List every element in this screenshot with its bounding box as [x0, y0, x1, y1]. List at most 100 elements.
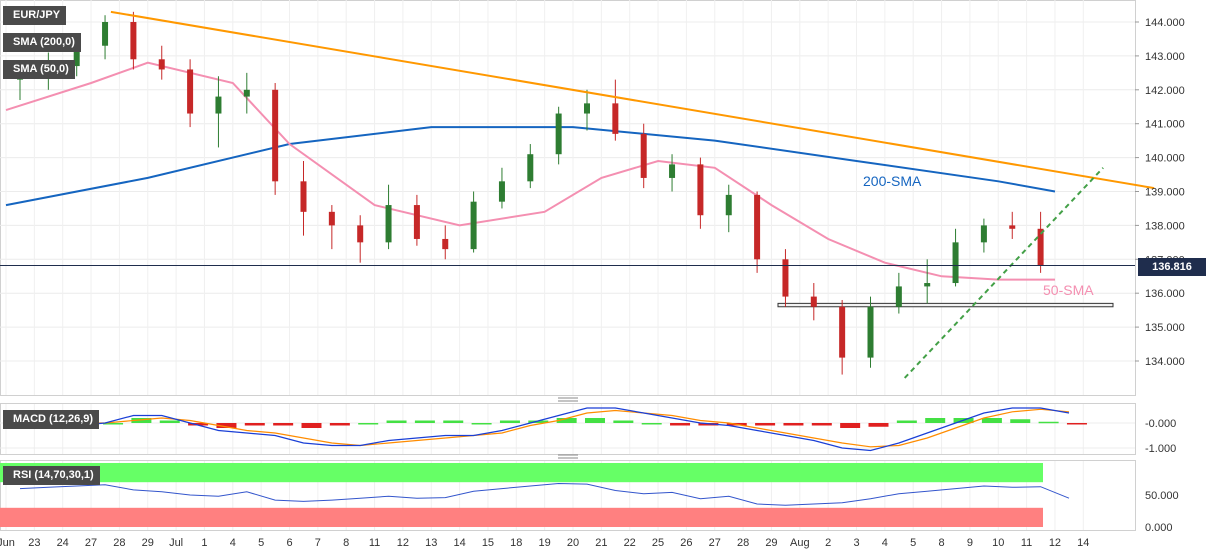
candle-body — [102, 22, 109, 46]
sma50-line — [5, 61, 1055, 281]
time-tick-label: 4 — [230, 537, 236, 549]
price-tick-label: 139.000 — [1145, 187, 1185, 199]
macd-line — [20, 407, 1070, 452]
macd-histogram-bar — [585, 418, 605, 423]
price-tick-label: 134.000 — [1145, 356, 1185, 368]
price-tick-label: 141.000 — [1145, 119, 1185, 131]
symbol-label: EUR/JPY — [3, 6, 67, 25]
macd-histogram-bar — [670, 423, 691, 426]
resistance-trendline — [110, 10, 1155, 190]
time-tick-label: 6 — [286, 537, 292, 549]
macd-histogram-bar — [414, 420, 435, 423]
candle-body — [754, 194, 761, 260]
macd-histogram-bar — [358, 423, 379, 425]
current-price-badge: 136.816 — [1138, 258, 1206, 276]
time-tick-label: 12 — [397, 537, 409, 549]
time-tick-label: 11 — [1021, 537, 1032, 549]
candle-body — [725, 194, 732, 216]
macd-histogram-bar — [840, 423, 861, 428]
time-tick-label: 22 — [624, 537, 636, 549]
macd-histogram-bar — [755, 423, 776, 426]
candle-body — [697, 164, 704, 216]
time-tick-label: 19 — [539, 537, 551, 549]
time-tick-label: 3 — [853, 537, 859, 549]
candle-body — [1009, 225, 1016, 229]
macd-histogram-bar — [1066, 423, 1087, 425]
candle-body — [243, 89, 250, 97]
candle-body — [924, 283, 931, 287]
price-tick-label: 142.000 — [1145, 85, 1185, 97]
sma50-annotation: 50-SMA — [1043, 282, 1094, 298]
rsi-line — [19, 482, 1070, 506]
time-tick-label: 29 — [142, 537, 154, 549]
rsi-overbought-zone — [0, 463, 1043, 483]
price-pane: 200-SMA 50-SMA — [0, 10, 1155, 379]
time-tick-label: 5 — [258, 537, 264, 549]
macd-histogram-bar — [329, 423, 350, 426]
price-tick-label: 135.000 — [1145, 322, 1185, 334]
axes: 134.000135.000136.000137.000138.000139.0… — [0, 17, 1185, 549]
time-tick-label: 7 — [315, 537, 321, 549]
price-tick-label: 140.000 — [1145, 153, 1185, 165]
price-tick-label: 144.000 — [1145, 17, 1185, 29]
candle-body — [187, 69, 194, 114]
time-tick-label: 24 — [57, 537, 69, 549]
macd-histogram-bar — [244, 423, 265, 426]
time-tick-label: 28 — [737, 537, 749, 549]
sma50-label: SMA (50,0) — [3, 60, 75, 79]
time-tick-label: 2 — [825, 537, 831, 549]
macd-histogram-bar — [471, 423, 492, 425]
candle-body — [385, 205, 392, 243]
time-tick-label: Jul — [169, 537, 183, 549]
time-tick-label: 14 — [453, 537, 465, 549]
rsi-pane-frame — [0, 460, 1136, 531]
price-pane-frame — [0, 0, 1136, 396]
rsi-tick-label: 50.000 — [1145, 490, 1179, 502]
time-tick-label: 25 — [652, 537, 664, 549]
candle-body — [130, 22, 137, 60]
candle-body — [73, 45, 80, 67]
time-tick-label: 18 — [510, 537, 522, 549]
time-tick-label: 8 — [343, 537, 349, 549]
macd-histogram-bar — [273, 423, 294, 426]
candle-body — [158, 59, 165, 70]
macd-histogram-bar — [131, 418, 152, 423]
candle-body — [612, 103, 619, 134]
rsi-label: RSI (14,70,30,1) — [3, 466, 100, 485]
time-tick-label: 14 — [1077, 537, 1089, 549]
macd-histogram-bar — [159, 420, 180, 423]
candle-body — [328, 211, 335, 226]
time-tick-label: 13 — [425, 537, 437, 549]
candle-body — [300, 181, 307, 212]
macd-histogram-bar — [103, 423, 124, 425]
macd-histogram-bar — [641, 423, 662, 425]
candle-body — [895, 286, 902, 307]
macd-histogram-bar — [868, 423, 889, 427]
sma200-label: SMA (200,0) — [3, 33, 81, 52]
candle-body — [867, 306, 874, 358]
time-tick-label: 5 — [910, 537, 916, 549]
macd-histogram-bar — [896, 420, 917, 423]
candle-body — [980, 225, 987, 243]
price-tick-label: 143.000 — [1145, 51, 1185, 63]
time-tick-label: 15 — [482, 537, 494, 549]
time-tick-label: 29 — [765, 537, 777, 549]
candle-body — [782, 259, 789, 297]
candle-body — [442, 238, 449, 250]
rsi-tick-label: 0.000 — [1145, 522, 1173, 534]
macd-histogram-bar — [613, 420, 634, 423]
time-tick-label: Jun — [0, 537, 15, 549]
time-tick-label: 8 — [938, 537, 944, 549]
macd-histogram-bar — [783, 423, 804, 426]
macd-histogram-bar — [1010, 419, 1031, 423]
macd-histogram-bar — [216, 423, 237, 428]
candle-body — [584, 103, 590, 114]
candle-body — [1037, 228, 1044, 266]
time-tick-label: 27 — [709, 537, 721, 549]
sma200-line — [5, 126, 1056, 207]
sma200-annotation: 200-SMA — [863, 173, 922, 189]
time-tick-label: 1 — [201, 537, 207, 549]
candle-body — [498, 181, 505, 202]
